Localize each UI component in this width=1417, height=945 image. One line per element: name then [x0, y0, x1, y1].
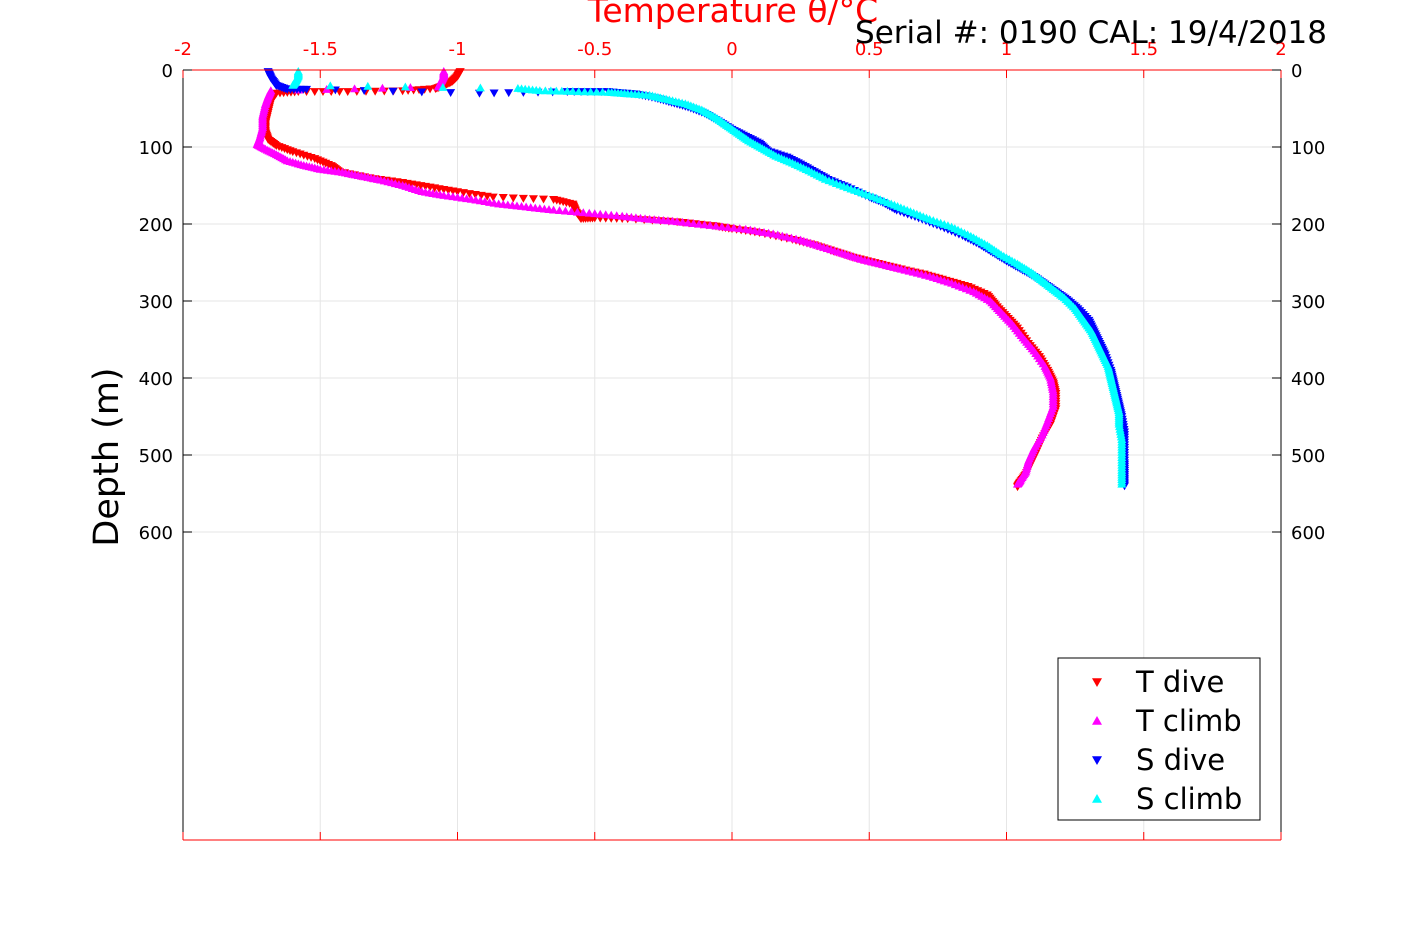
- data-points: [252, 67, 1130, 492]
- y-axis-label: Depth (m): [87, 367, 127, 546]
- data-point: [572, 207, 582, 216]
- y-tick-label-right: 600: [1291, 523, 1325, 544]
- y-tick-label-left: 400: [139, 369, 173, 390]
- data-point: [717, 222, 727, 231]
- data-point: [606, 210, 616, 219]
- legend-label: S dive: [1136, 743, 1225, 777]
- legend-marker: [1092, 716, 1102, 725]
- data-point: [683, 218, 693, 227]
- legend: T dive T climb S dive S climb: [1057, 657, 1261, 821]
- y-tick-label-left: 600: [139, 523, 173, 544]
- data-point: [672, 217, 682, 226]
- data-point: [555, 206, 565, 215]
- data-point: [586, 87, 596, 96]
- data-point: [723, 222, 733, 231]
- data-point: [1117, 479, 1127, 488]
- data-point: [560, 206, 570, 215]
- series-s-climb: [288, 67, 1127, 488]
- data-point: [438, 82, 448, 91]
- data-point: [302, 85, 312, 94]
- data-point: [288, 80, 298, 89]
- data-point: [388, 87, 398, 96]
- data-point: [504, 89, 514, 98]
- y-tick-label-left: 500: [139, 446, 173, 467]
- legend-label: S climb: [1136, 782, 1242, 816]
- data-point: [1012, 479, 1022, 488]
- data-point: [310, 88, 320, 97]
- serial-annotation: Serial #: 0190 CAL: 19/4/2018: [855, 15, 1327, 51]
- data-point: [568, 87, 578, 95]
- legend-items: T dive T climb S dive S climb: [1092, 665, 1242, 816]
- y-tick-label-left: 0: [162, 61, 173, 82]
- data-point: [343, 88, 353, 97]
- data-point: [370, 87, 380, 96]
- y-tick-label-left: 200: [139, 215, 173, 236]
- data-point: [539, 195, 549, 204]
- data-point: [735, 224, 745, 233]
- legend-marker: [1092, 678, 1102, 687]
- data-point: [711, 221, 721, 230]
- series-t-climb: [252, 67, 1058, 488]
- data-point: [498, 194, 508, 202]
- legend-marker: [1092, 756, 1102, 765]
- data-point: [489, 89, 499, 98]
- data-point: [595, 209, 605, 218]
- data-point: [592, 87, 602, 96]
- y-tick-label-right: 200: [1291, 215, 1325, 236]
- data-point: [488, 193, 498, 202]
- y-tick-label-right: 300: [1291, 292, 1325, 313]
- legend-label: T dive: [1135, 665, 1224, 699]
- data-point: [580, 87, 590, 96]
- data-point: [325, 81, 335, 90]
- data-point: [578, 208, 588, 217]
- data-point: [350, 84, 360, 93]
- legend-box: [1057, 657, 1261, 821]
- y-tick-label-right: 100: [1291, 138, 1325, 159]
- data-point: [475, 83, 485, 92]
- x-tick-label: -0.5: [577, 39, 612, 60]
- x-tick-label: 0.5: [855, 39, 884, 60]
- y-tick-label-left: 300: [139, 292, 173, 313]
- data-point: [612, 211, 622, 220]
- data-point: [729, 223, 739, 232]
- data-point: [678, 217, 688, 226]
- x-tick-label: 1: [1001, 39, 1012, 60]
- data-point: [566, 207, 576, 216]
- y-tick-label-right: 500: [1291, 446, 1325, 467]
- data-point: [518, 194, 528, 203]
- data-point: [377, 83, 387, 92]
- data-point: [400, 82, 410, 91]
- x-tick-label: -1.5: [303, 39, 338, 60]
- data-point: [528, 195, 538, 204]
- data-point: [446, 89, 456, 97]
- data-point: [363, 81, 373, 90]
- chart-title: Temperature θ/°C: [587, 0, 878, 30]
- y-tick-label-right: 400: [1291, 369, 1325, 390]
- legend-label: T climb: [1135, 704, 1242, 738]
- data-point: [584, 208, 594, 217]
- x-tick-label: 2: [1275, 39, 1286, 60]
- x-tick-label: 0: [726, 39, 737, 60]
- x-tick-label: 1.5: [1129, 39, 1158, 60]
- data-point: [700, 220, 710, 229]
- y-tick-label-left: 100: [139, 138, 173, 159]
- data-point: [590, 209, 600, 218]
- x-tick-label: -1: [449, 39, 467, 60]
- data-point: [508, 194, 518, 203]
- data-point: [689, 219, 699, 227]
- y-tick-label-right: 0: [1291, 61, 1302, 82]
- data-point: [705, 221, 715, 229]
- data-point: [417, 88, 427, 97]
- data-point: [474, 89, 484, 98]
- data-point: [694, 219, 704, 228]
- data-point: [574, 87, 584, 96]
- x-tick-label: -2: [174, 39, 192, 60]
- data-point: [601, 210, 611, 219]
- data-point: [549, 205, 559, 214]
- legend-marker: [1092, 794, 1102, 803]
- data-point: [598, 87, 608, 96]
